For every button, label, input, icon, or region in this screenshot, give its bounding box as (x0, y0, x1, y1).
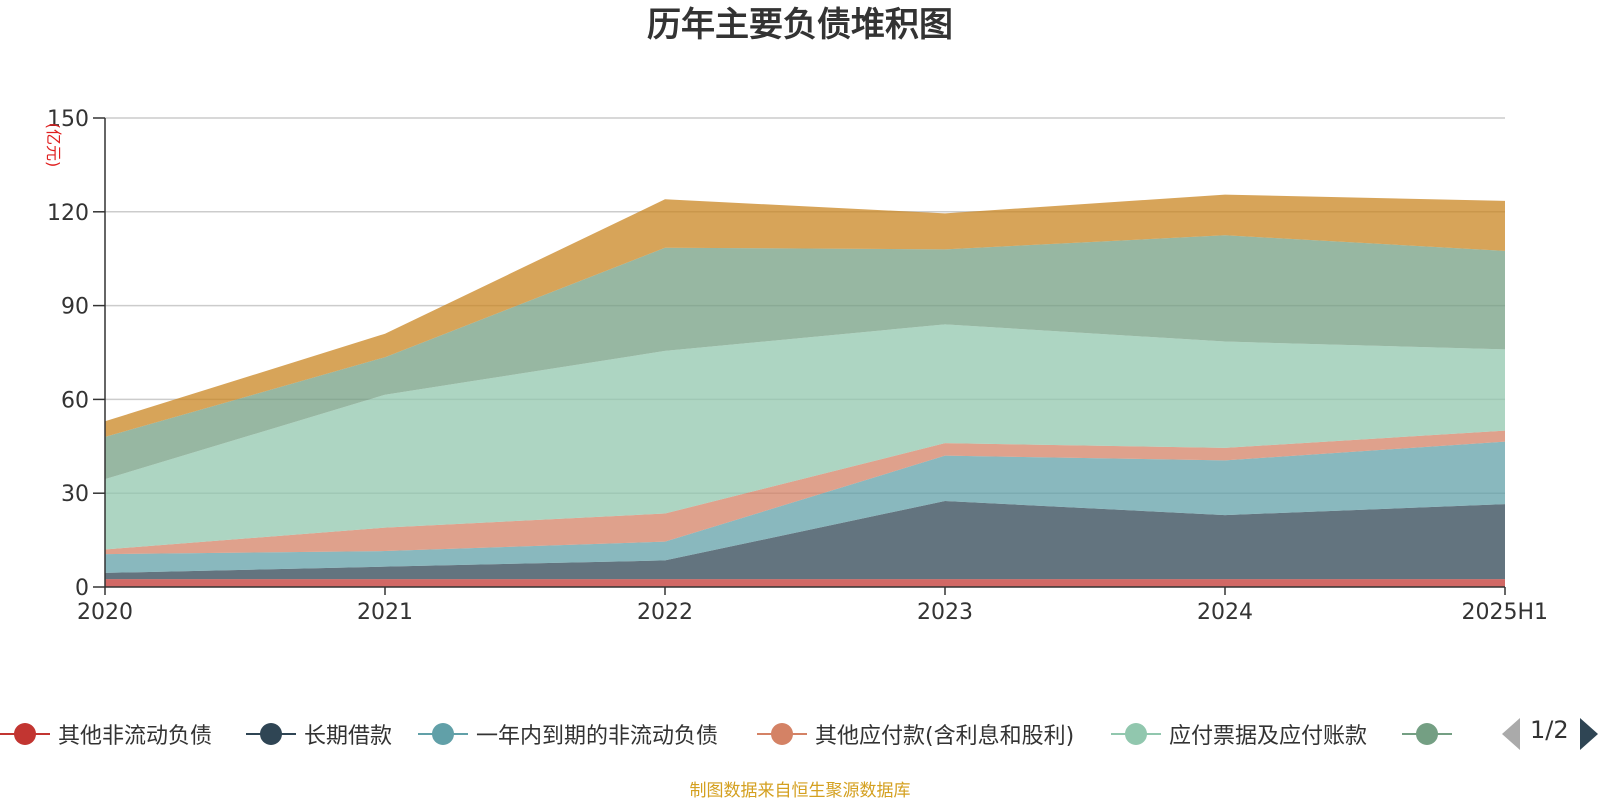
legend: 其他非流动负债 长期借款 一年内到期的非流动负债 其他应付款(含利息和股利) 应… (0, 706, 1600, 762)
legend-marker-icon (418, 720, 468, 748)
triangle-right-icon[interactable] (1580, 718, 1598, 750)
x-tick-label: 2020 (77, 600, 133, 625)
y-tick-label: 120 (47, 201, 89, 226)
y-tick-label: 30 (61, 482, 89, 507)
x-tick-label: 2021 (357, 600, 413, 625)
legend-item-other-noncurrent-liabilities[interactable]: 其他非流动负债 (0, 706, 212, 762)
x-tick-label: 2024 (1197, 600, 1253, 625)
legend-label: 长期借款 (304, 724, 393, 749)
legend-page-indicator: 1/2 (1530, 716, 1569, 744)
legend-marker-icon (757, 720, 807, 748)
area-series-1[interactable] (105, 579, 1505, 587)
legend-marker-icon (246, 720, 296, 748)
area-series-3[interactable] (105, 441, 1505, 573)
y-axis-unit-label: (亿元) (44, 123, 63, 168)
legend-marker-icon (1402, 720, 1452, 748)
x-tick-label: 2025H1 (1461, 600, 1548, 625)
y-tick-label: 0 (75, 576, 89, 601)
y-tick-label: 60 (61, 388, 89, 413)
legend-item-notes-and-accounts-payable[interactable]: 应付票据及应付账款 (1111, 706, 1367, 762)
legend-item-other-payables[interactable]: 其他应付款(含利息和股利) (757, 706, 1074, 762)
y-tick-label: 150 (47, 107, 89, 132)
triangle-left-icon[interactable] (1502, 718, 1520, 750)
data-source-note: 制图数据来自恒生聚源数据库 (689, 781, 911, 801)
axes: 0 30 60 90 120 150 2020 2021 2022 2023 2024 2025H1 (47, 107, 1548, 625)
legend-marker-icon (1111, 720, 1161, 748)
area-series-4[interactable] (105, 430, 1505, 555)
legend-item-long-term-loans[interactable]: 长期借款 (246, 706, 392, 762)
chart-title: 历年主要负债堆积图 (647, 5, 953, 45)
area-series-6[interactable] (105, 235, 1505, 480)
area-series-5[interactable] (105, 324, 1505, 550)
legend-item-current-portion-noncurrent[interactable]: 一年内到期的非流动负债 (418, 706, 718, 762)
x-tick-label: 2023 (917, 600, 973, 625)
legend-label: 一年内到期的非流动负债 (476, 724, 719, 749)
area-series-2[interactable] (105, 501, 1505, 580)
legend-label: 其他应付款(含利息和股利) (815, 724, 1075, 749)
legend-label: 应付票据及应付账款 (1169, 724, 1368, 749)
area-series (105, 194, 1505, 587)
legend-item-series-6[interactable] (1402, 706, 1460, 762)
legend-label: 其他非流动负债 (58, 724, 213, 749)
legend-marker-icon (0, 720, 50, 748)
y-tick-label: 90 (61, 295, 89, 320)
x-tick-label: 2022 (637, 600, 693, 625)
area-series-7[interactable] (105, 194, 1505, 437)
